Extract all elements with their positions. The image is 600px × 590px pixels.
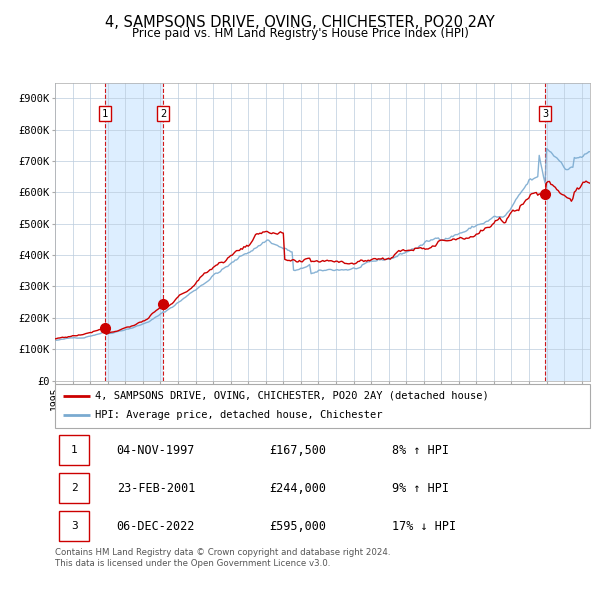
FancyBboxPatch shape (59, 511, 89, 541)
Text: 3: 3 (542, 109, 548, 119)
Text: 3: 3 (71, 521, 77, 531)
FancyBboxPatch shape (59, 435, 89, 466)
FancyBboxPatch shape (59, 473, 89, 503)
Text: 8% ↑ HPI: 8% ↑ HPI (392, 444, 449, 457)
Text: 9% ↑ HPI: 9% ↑ HPI (392, 481, 449, 495)
Text: 2: 2 (71, 483, 77, 493)
Text: 4, SAMPSONS DRIVE, OVING, CHICHESTER, PO20 2AY (detached house): 4, SAMPSONS DRIVE, OVING, CHICHESTER, PO… (95, 391, 489, 401)
Text: 04-NOV-1997: 04-NOV-1997 (117, 444, 195, 457)
Text: 2: 2 (160, 109, 166, 119)
Text: £167,500: £167,500 (269, 444, 326, 457)
Bar (545, 83, 590, 381)
Text: 06-DEC-2022: 06-DEC-2022 (117, 520, 195, 533)
Text: 4, SAMPSONS DRIVE, OVING, CHICHESTER, PO20 2AY: 4, SAMPSONS DRIVE, OVING, CHICHESTER, PO… (105, 15, 495, 30)
Text: 1: 1 (102, 109, 108, 119)
Text: £244,000: £244,000 (269, 481, 326, 495)
Text: HPI: Average price, detached house, Chichester: HPI: Average price, detached house, Chic… (95, 411, 383, 420)
Text: 1: 1 (71, 445, 77, 455)
Text: Price paid vs. HM Land Registry's House Price Index (HPI): Price paid vs. HM Land Registry's House … (131, 27, 469, 40)
Text: £595,000: £595,000 (269, 520, 326, 533)
Bar (105, 83, 163, 381)
FancyBboxPatch shape (55, 384, 590, 428)
Text: Contains HM Land Registry data © Crown copyright and database right 2024.
This d: Contains HM Land Registry data © Crown c… (55, 548, 391, 568)
Text: 23-FEB-2001: 23-FEB-2001 (117, 481, 195, 495)
Text: 17% ↓ HPI: 17% ↓ HPI (392, 520, 457, 533)
